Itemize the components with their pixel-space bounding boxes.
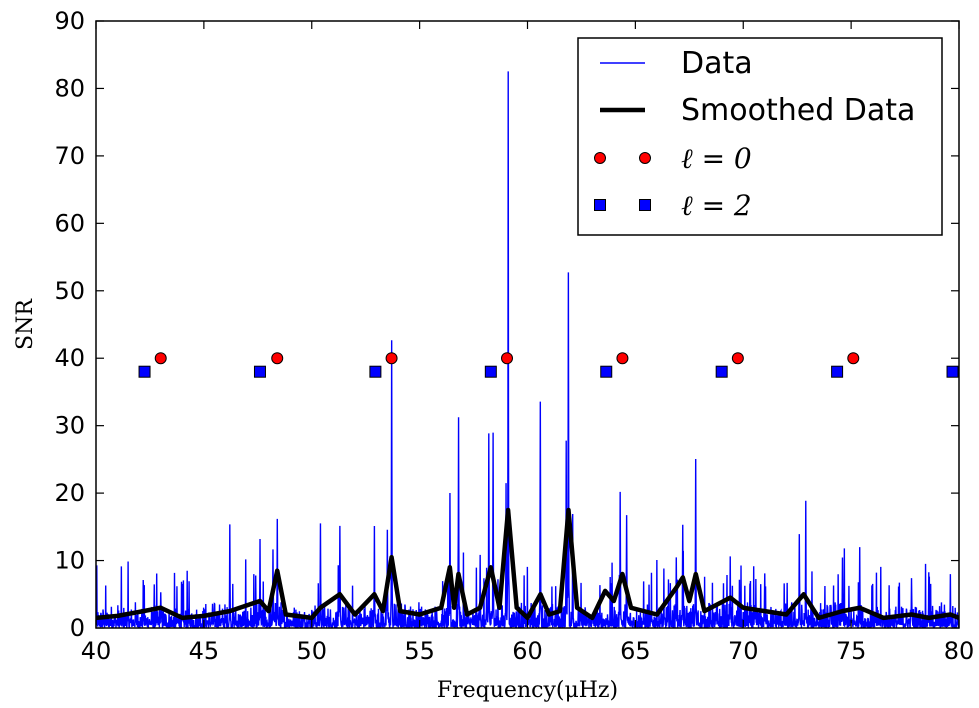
l2-marker	[600, 365, 613, 378]
x-tick-label: 60	[512, 637, 543, 665]
legend-l0-swatch	[639, 152, 651, 164]
x-tick-label: 75	[836, 637, 867, 665]
smoothed-series-line	[96, 507, 959, 621]
x-axis-label: Frequency(μHz)	[437, 678, 618, 703]
x-tick-label: 55	[404, 637, 435, 665]
legend-l2-swatch	[639, 199, 651, 211]
y-tick-label: 40	[54, 344, 85, 372]
data-layer	[96, 71, 959, 628]
l0-marker	[501, 352, 514, 365]
l2-marker	[138, 365, 151, 378]
x-tick-label: 70	[728, 637, 759, 665]
l0-marker	[154, 352, 167, 365]
smoothed-layer	[96, 507, 959, 621]
y-tick-label: 90	[54, 7, 85, 35]
l0-marker	[385, 352, 398, 365]
marker-layer	[138, 352, 959, 378]
x-tick-label: 45	[189, 637, 220, 665]
legend: Data Smoothed Data ℓ = 0 ℓ = 2	[577, 37, 943, 236]
x-tick-label: 80	[944, 637, 975, 665]
l2-marker	[484, 365, 497, 378]
y-tick-label: 60	[54, 209, 85, 237]
data-series-line	[96, 71, 959, 628]
y-tick-label: 0	[70, 614, 85, 642]
legend-label: Smoothed Data	[681, 93, 915, 128]
l0-marker	[271, 352, 284, 365]
legend-label: ℓ = 0	[681, 142, 752, 175]
l2-marker	[369, 365, 382, 378]
l2-marker	[253, 365, 266, 378]
legend-l0-swatch	[594, 152, 606, 164]
legend-l2-swatch	[594, 199, 606, 211]
l0-marker	[616, 352, 629, 365]
y-tick-label: 80	[54, 74, 85, 102]
y-tick-label: 30	[54, 412, 85, 440]
l2-marker	[831, 365, 844, 378]
y-tick-label: 50	[54, 277, 85, 305]
y-tick-label: 10	[54, 547, 85, 575]
l2-marker	[715, 365, 728, 378]
tick-layer: 40 45 50 55 60 65 70 75 80 0 10 20 30 40 50 60 70 80 90	[54, 7, 974, 665]
y-tick-label: 70	[54, 142, 85, 170]
x-tick-label: 65	[620, 637, 651, 665]
l0-marker	[731, 352, 744, 365]
l2-marker	[946, 365, 959, 378]
legend-box	[577, 37, 943, 236]
x-tick-label: 40	[81, 637, 112, 665]
legend-label: Data	[681, 46, 753, 81]
y-axis-label: SNR	[13, 298, 38, 350]
y-tick-label: 20	[54, 479, 85, 507]
legend-label: ℓ = 2	[681, 189, 752, 222]
x-tick-label: 50	[296, 637, 327, 665]
l0-marker	[847, 352, 860, 365]
